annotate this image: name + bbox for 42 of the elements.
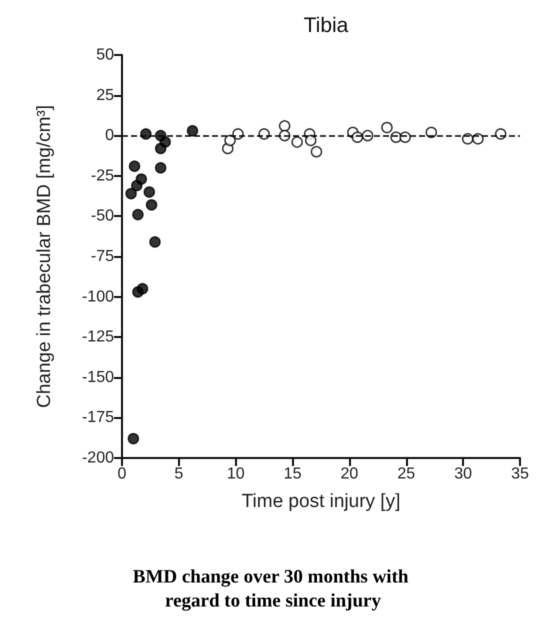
point (128, 432, 140, 444)
y-tick-label: -200 (82, 450, 114, 466)
point (128, 160, 140, 172)
point (154, 142, 166, 154)
point (146, 199, 158, 211)
point (310, 146, 322, 158)
text: BMD change over 30 months with regard to time since injury (132, 566, 414, 612)
point (224, 134, 236, 146)
point (186, 125, 198, 137)
chart-title: Tibia (304, 14, 349, 37)
y-tick-label: 50 (96, 46, 114, 64)
y-tick-label: -100 (82, 288, 114, 306)
point (125, 188, 137, 200)
x-axis-title: Time post injury [y] (242, 491, 400, 512)
point (144, 186, 156, 198)
y-tick-label: 0 (105, 127, 114, 144)
x-tick-label: 20 (340, 466, 358, 482)
x-tick-label: 0 (118, 466, 127, 482)
y-tick-label: -125 (82, 328, 114, 346)
point (278, 120, 290, 132)
x-tick-label: 15 (284, 466, 302, 482)
point (291, 136, 303, 148)
point (154, 162, 166, 174)
point (132, 208, 144, 220)
point (136, 282, 148, 294)
x-tick-label: 35 (511, 466, 529, 482)
point (381, 122, 393, 134)
point (305, 134, 317, 146)
y-tick-label: -75 (90, 248, 114, 265)
point (140, 128, 152, 140)
y-tick-label: -25 (90, 167, 114, 184)
x-tick-label: 25 (397, 466, 416, 482)
y-tick-label: 25 (96, 86, 114, 104)
y-tick-label: -150 (82, 368, 114, 386)
point (131, 180, 143, 192)
y-axis-title: Change in trabecular BMD [mg/cm³] (34, 104, 55, 408)
x-tick-label: 10 (226, 466, 245, 482)
y-tick-label: -50 (90, 208, 114, 225)
x-tick-label: 30 (454, 466, 472, 482)
y-tick-label: -175 (82, 409, 114, 426)
x-tick-label: 5 (174, 466, 184, 482)
point (149, 236, 161, 248)
